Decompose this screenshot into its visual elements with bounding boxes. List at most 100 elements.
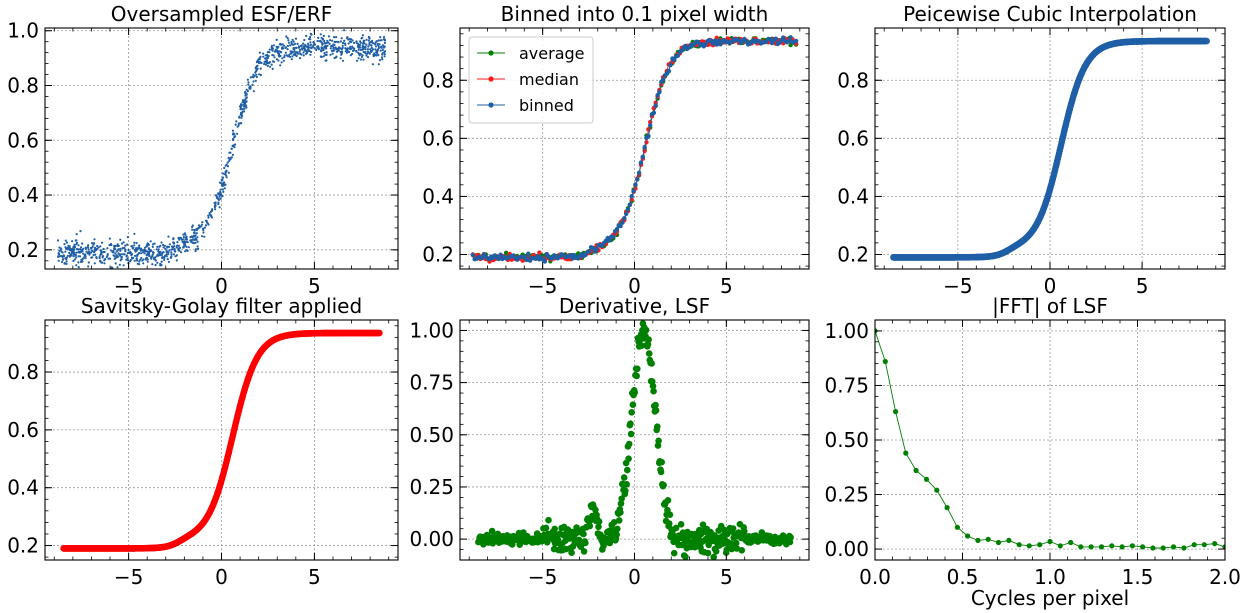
data-point <box>210 215 213 218</box>
data-point <box>377 54 380 57</box>
data-point <box>184 250 187 253</box>
data-point <box>638 160 644 165</box>
data-point <box>286 37 289 40</box>
data-point <box>184 240 188 244</box>
data-point <box>181 238 184 241</box>
data-point <box>670 549 678 557</box>
data-point <box>276 47 279 50</box>
data-point <box>165 249 168 252</box>
data-point <box>89 251 92 254</box>
data-point <box>135 241 138 245</box>
data-point <box>167 235 170 238</box>
panel-title: |FFT| of LSF <box>992 294 1108 318</box>
data-point <box>71 240 74 243</box>
data-point <box>595 518 603 525</box>
data-point <box>118 263 121 266</box>
data-point <box>111 266 114 269</box>
data-point <box>135 247 138 250</box>
data-point <box>162 246 165 249</box>
data-point <box>660 77 666 82</box>
data-point <box>120 242 124 245</box>
data-point <box>114 245 117 248</box>
x-tick-label: 5 <box>720 565 733 589</box>
data-point <box>121 253 125 256</box>
data-point <box>224 164 227 167</box>
data-point <box>712 548 720 555</box>
ticks <box>460 319 809 561</box>
data-point <box>247 81 250 84</box>
data-point <box>503 250 509 255</box>
data-point <box>208 211 211 215</box>
data-point <box>236 125 239 128</box>
data-point <box>241 101 244 104</box>
data-point <box>222 190 225 193</box>
data-point <box>365 54 368 57</box>
data-point <box>716 38 721 43</box>
data-point <box>126 236 129 239</box>
data-point <box>379 49 382 52</box>
data-point <box>175 246 178 249</box>
data-point <box>252 90 255 93</box>
data-point <box>136 259 139 262</box>
data-point <box>366 48 369 51</box>
data-point <box>226 165 230 168</box>
data-point <box>524 257 529 263</box>
data-point <box>359 53 362 56</box>
data-point <box>302 51 305 54</box>
data-point <box>526 251 531 256</box>
data-point <box>298 50 301 53</box>
data-point <box>309 41 312 44</box>
data-point <box>340 37 343 40</box>
data-point <box>280 61 283 64</box>
data-point <box>230 156 233 159</box>
x-tick-label: −5 <box>114 565 143 589</box>
data-point <box>277 53 280 56</box>
data-point <box>995 539 1002 546</box>
data-point <box>329 39 332 42</box>
data-point <box>210 210 213 213</box>
data-point <box>238 116 241 119</box>
data-point <box>367 39 370 42</box>
data-point <box>1006 537 1012 544</box>
data-point <box>586 522 594 530</box>
data-point <box>143 252 146 255</box>
data-point <box>123 253 126 256</box>
data-point <box>568 252 573 258</box>
data-point <box>903 450 909 456</box>
data-point <box>377 46 380 50</box>
y-tick-label: 1.0 <box>7 19 39 43</box>
data-point <box>320 36 323 39</box>
data-point <box>304 49 307 52</box>
data-point <box>594 247 599 252</box>
data-point <box>343 39 346 43</box>
data-point <box>738 547 746 554</box>
data-point <box>361 44 364 47</box>
data-point <box>133 244 136 247</box>
data-point <box>343 29 346 32</box>
data-point <box>714 42 719 47</box>
data-point <box>172 242 176 245</box>
data-point <box>645 350 653 357</box>
data-point <box>159 262 162 265</box>
data-point <box>99 245 102 248</box>
x-tick-label: 0 <box>628 274 641 298</box>
data-point <box>306 50 310 53</box>
data-point <box>321 38 324 41</box>
data-point <box>341 44 344 48</box>
data-point <box>146 258 149 261</box>
data-point <box>258 51 261 54</box>
data-point <box>373 52 376 55</box>
data-point <box>242 103 245 106</box>
data-point <box>651 110 657 116</box>
legend: average median binned <box>468 36 594 124</box>
data-point <box>66 246 69 249</box>
data-point <box>239 104 243 107</box>
data-point <box>328 42 331 46</box>
data-point <box>262 52 265 55</box>
data-point <box>87 244 90 247</box>
data-point <box>520 258 525 263</box>
data-point <box>230 147 233 150</box>
data-point <box>93 238 96 241</box>
data-point <box>582 539 589 547</box>
data-point <box>318 40 321 43</box>
